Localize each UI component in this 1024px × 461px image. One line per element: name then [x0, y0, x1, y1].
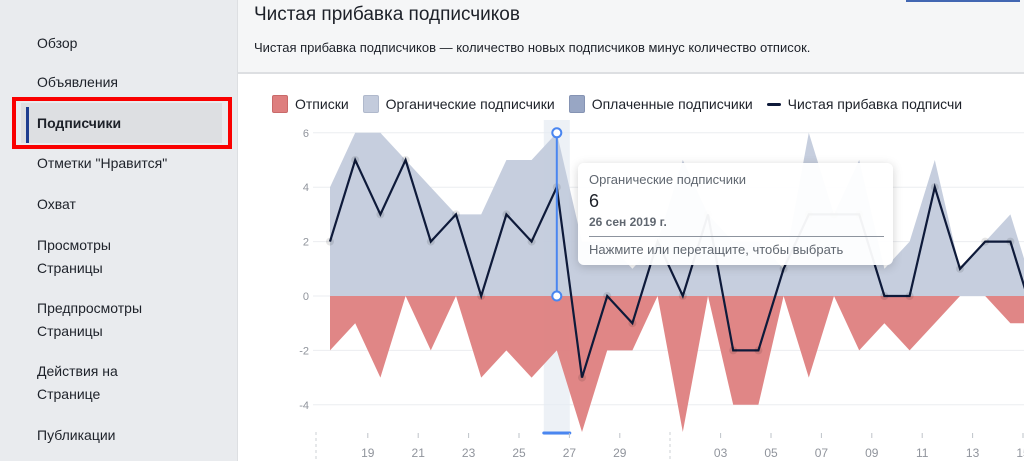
sidebar-item-likes[interactable]: Отметки "Нравится" [37, 155, 168, 171]
x-tick-label: 19 [361, 446, 375, 460]
selection-handle-top [551, 127, 563, 139]
net-point [376, 210, 385, 219]
sidebar: Обзор Объявления Подписчики Отметки "Нра… [0, 0, 238, 461]
page-description: Чистая прибавка подписчиков — количество… [254, 40, 811, 55]
net-point [1006, 237, 1015, 246]
sidebar-item-page-views[interactable]: Просмотры Страницы [37, 237, 111, 276]
net-point [401, 156, 410, 164]
sidebar-item-reach[interactable]: Охват [37, 196, 76, 212]
x-tick-label: 25 [512, 446, 526, 460]
legend-swatch [362, 95, 379, 113]
active-indicator [26, 107, 29, 143]
x-tick-label: 21 [412, 446, 426, 460]
page-title: Чистая прибавка подписчиков [254, 4, 520, 25]
tooltip-date: 26 сен 2019 г. [589, 215, 667, 229]
legend-label: Оплаченные подписчики [591, 96, 753, 112]
x-tick-label: 11 [916, 446, 929, 460]
net-point [981, 237, 990, 246]
net-point [880, 292, 889, 300]
net-point [527, 237, 536, 246]
net-point [754, 346, 763, 355]
net-line [328, 156, 1024, 378]
net-point [351, 156, 360, 164]
x-tick-label: 09 [865, 446, 879, 460]
legend-item-paid[interactable]: Оплаченные подписчики [568, 95, 753, 113]
legend-label: Органические подписчики [385, 96, 555, 112]
selection-handle-bottom [551, 290, 563, 302]
tooltip-series: Органические подписчики [589, 172, 746, 187]
net-point [578, 373, 586, 382]
legend-line [766, 102, 781, 106]
sidebar-item-posts[interactable]: Публикации [37, 427, 116, 443]
net-point [603, 292, 612, 300]
x-tick-label: 29 [613, 446, 627, 460]
active-tab-indicator [906, 0, 1020, 2]
section-header: Чистая прибавка подписчиков Чистая приба… [238, 0, 1024, 74]
active-item-highlight [12, 97, 232, 149]
legend-swatch [568, 95, 585, 113]
net-point [477, 292, 486, 300]
y-tick-label: 2 [303, 237, 309, 249]
net-point [905, 292, 914, 300]
tooltip-hint: Нажмите или перетащите, чтобы выбрать [589, 242, 844, 257]
net-point [452, 210, 460, 219]
sidebar-item-overview[interactable]: Обзор [37, 35, 78, 51]
legend-item-net[interactable]: Чистая прибавка подписчи [766, 96, 963, 112]
legend-item-unsubscribes[interactable]: Отписки [272, 95, 349, 113]
net-point [628, 319, 637, 328]
tooltip-value: 6 [589, 191, 600, 211]
tooltip-divider [589, 236, 884, 237]
x-tick-label: 27 [563, 446, 577, 460]
x-tick-label: 23 [462, 446, 476, 460]
unsubscribes-area [330, 296, 1024, 432]
sidebar-item-followers[interactable]: Подписчики [37, 115, 122, 131]
y-tick-label: -2 [299, 345, 309, 357]
y-tick-label: 4 [303, 182, 309, 194]
x-tick-label: 07 [815, 446, 829, 460]
net-point [326, 237, 334, 246]
chart-legend: Отписки Органические подписчики Оплаченн… [272, 95, 976, 113]
sidebar-item-page-actions[interactable]: Действия на Странице [37, 363, 118, 402]
sidebar-item-ads[interactable]: Объявления [37, 74, 118, 90]
net-point [502, 210, 511, 219]
net-point [956, 264, 964, 273]
net-point [678, 292, 687, 300]
net-point [426, 237, 435, 246]
sidebar-item-page-previews[interactable]: Предпросмотры Страницы [37, 300, 143, 339]
y-tick-label: 6 [303, 128, 309, 140]
net-point [779, 264, 788, 273]
x-tick-label: 15 [1016, 446, 1024, 460]
y-tick-label: 0 [303, 291, 309, 303]
legend-item-organic[interactable]: Органические подписчики [362, 95, 555, 113]
legend-label: Отписки [295, 96, 349, 112]
legend-label: Чистая прибавка подписчи [787, 96, 963, 112]
x-tick-label: 13 [966, 446, 980, 460]
chart-tooltip: Органические подписчики 6 26 сен 2019 г.… [578, 163, 893, 265]
y-tick-label: -4 [299, 400, 309, 412]
net-point [729, 346, 738, 355]
net-point [930, 183, 939, 192]
x-tick-label: 05 [764, 446, 778, 460]
x-tick-label: 03 [714, 446, 728, 460]
legend-swatch [272, 95, 288, 113]
